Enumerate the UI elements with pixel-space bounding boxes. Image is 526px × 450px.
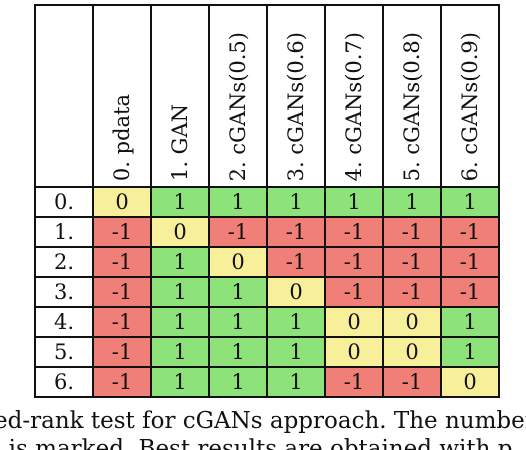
table-cell: 1	[266, 186, 326, 218]
column-header-label: 2. cGANs(0.5)	[225, 31, 250, 181]
table-cell: -1	[208, 216, 268, 248]
table-cell: 1	[150, 366, 210, 398]
signed-rank-table: 0. pdata 1. GAN 2. cGANs(0.5) 3. cGANs(0.6)…	[34, 4, 500, 398]
table-row: 5. -1 1 1 1 0 0 1	[34, 336, 500, 368]
table-body: 0. pdata 1. GAN 2. cGANs(0.5) 3. cGANs(0.6)…	[34, 4, 500, 398]
table-cell: 1	[150, 246, 210, 278]
column-header-label: 4. cGANs(0.7)	[341, 31, 366, 181]
table-cell: -1	[440, 246, 500, 278]
caption-line-2: l is marked. Best results are obtained w…	[0, 436, 513, 450]
table-cell: 0	[382, 306, 442, 338]
table-cell: -1	[382, 246, 442, 278]
table-cell: -1	[324, 246, 384, 278]
table-cell: 0	[92, 186, 152, 218]
table-cell: -1	[266, 246, 326, 278]
row-label: 5.	[34, 336, 94, 368]
table-cell: 0	[382, 336, 442, 368]
table-cell: 0	[266, 276, 326, 308]
column-header-label: 6. cGANs(0.9)	[457, 31, 482, 181]
table-header-row: 0. pdata 1. GAN 2. cGANs(0.5) 3. cGANs(0.6)…	[34, 4, 500, 188]
table-cell: 1	[208, 366, 268, 398]
table-cell: 1	[440, 186, 500, 218]
table-row: 0. 0 1 1 1 1 1 1	[34, 186, 500, 218]
table-cell: -1	[92, 366, 152, 398]
table-cell: 1	[382, 186, 442, 218]
column-header: 4. cGANs(0.7)	[324, 4, 384, 188]
table-cell: 1	[150, 306, 210, 338]
table-cell: 0	[324, 336, 384, 368]
table-cell: -1	[92, 246, 152, 278]
row-label: 3.	[34, 276, 94, 308]
table-cell: -1	[324, 366, 384, 398]
table-cell: 1	[208, 186, 268, 218]
table-cell: 1	[150, 336, 210, 368]
column-header: 0. pdata	[92, 4, 152, 188]
table-cell: -1	[266, 216, 326, 248]
table-cell: -1	[382, 216, 442, 248]
table-row: 4. -1 1 1 1 0 0 1	[34, 306, 500, 338]
column-header: 2. cGANs(0.5)	[208, 4, 268, 188]
table-cell: -1	[92, 336, 152, 368]
column-header-label: 0. pdata	[109, 93, 134, 181]
table-cell: -1	[324, 216, 384, 248]
row-label: 2.	[34, 246, 94, 278]
corner-cell	[34, 4, 94, 188]
table-cell: 0	[324, 306, 384, 338]
table-cell: 1	[440, 306, 500, 338]
table-cell: 1	[150, 276, 210, 308]
column-header: 5. cGANs(0.8)	[382, 4, 442, 188]
table-row: 2. -1 1 0 -1 -1 -1 -1	[34, 246, 500, 278]
caption-line-1: ed-rank test for cGANs approach. The num…	[0, 408, 526, 434]
table-cell: 0	[208, 246, 268, 278]
table-row: 6. -1 1 1 1 -1 -1 0	[34, 366, 500, 398]
table-cell: 1	[208, 336, 268, 368]
table-cell: 1	[324, 186, 384, 218]
table-cell: 0	[150, 216, 210, 248]
table-cell: 1	[266, 336, 326, 368]
table-cell: 1	[150, 186, 210, 218]
table-cell: -1	[324, 276, 384, 308]
table-cell: -1	[92, 276, 152, 308]
table-cell: -1	[440, 276, 500, 308]
table-cell: -1	[440, 216, 500, 248]
row-label: 0.	[34, 186, 94, 218]
row-label: 1.	[34, 216, 94, 248]
table-cell: -1	[382, 366, 442, 398]
column-header-label: 3. cGANs(0.6)	[283, 31, 308, 181]
table-row: 1. -1 0 -1 -1 -1 -1 -1	[34, 216, 500, 248]
table-cell: 1	[440, 336, 500, 368]
row-label: 6.	[34, 366, 94, 398]
row-label: 4.	[34, 306, 94, 338]
table-cell: 1	[208, 306, 268, 338]
column-header-label: 1. GAN	[167, 103, 192, 181]
table-cell: 0	[440, 366, 500, 398]
column-header: 1. GAN	[150, 4, 210, 188]
table-cell: 1	[266, 306, 326, 338]
table-cell: 1	[208, 276, 268, 308]
table-cell: 1	[266, 366, 326, 398]
table-cell: -1	[92, 216, 152, 248]
column-header-label: 5. cGANs(0.8)	[399, 31, 424, 181]
table-row: 3. -1 1 1 0 -1 -1 -1	[34, 276, 500, 308]
column-header: 3. cGANs(0.6)	[266, 4, 326, 188]
column-header: 6. cGANs(0.9)	[440, 4, 500, 188]
table-cell: -1	[92, 306, 152, 338]
table-cell: -1	[382, 276, 442, 308]
